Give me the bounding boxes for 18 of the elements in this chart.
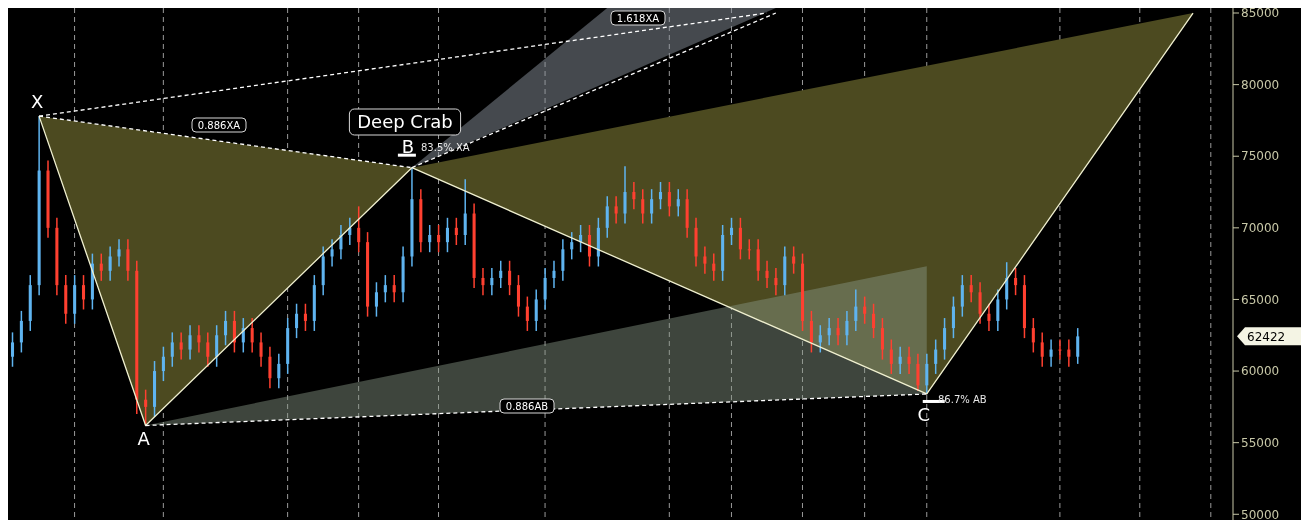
- y-tick-label: 50000: [1241, 507, 1280, 522]
- y-tick-label: 85000: [1241, 6, 1280, 21]
- text: 62422: [1247, 329, 1286, 344]
- annotation: 83.5% XA: [421, 142, 470, 153]
- y-tick-label: 55000: [1241, 435, 1280, 450]
- annotation: C: [917, 403, 931, 425]
- y-tick-label: 80000: [1241, 77, 1280, 92]
- y-tick-label: 65000: [1241, 292, 1280, 307]
- annotation: 0.886AB: [505, 401, 549, 412]
- annotation: Deep Crab: [357, 111, 453, 132]
- annotation: B: [401, 135, 415, 157]
- y-tick-label: 70000: [1241, 221, 1280, 236]
- annotation: 1.618XA: [616, 13, 660, 24]
- annotation: X: [30, 91, 44, 113]
- annotation: A: [137, 428, 151, 450]
- y-tick-label: 60000: [1241, 364, 1280, 379]
- annotation: 0.886XA: [197, 120, 241, 131]
- y-tick-label: 75000: [1241, 149, 1280, 164]
